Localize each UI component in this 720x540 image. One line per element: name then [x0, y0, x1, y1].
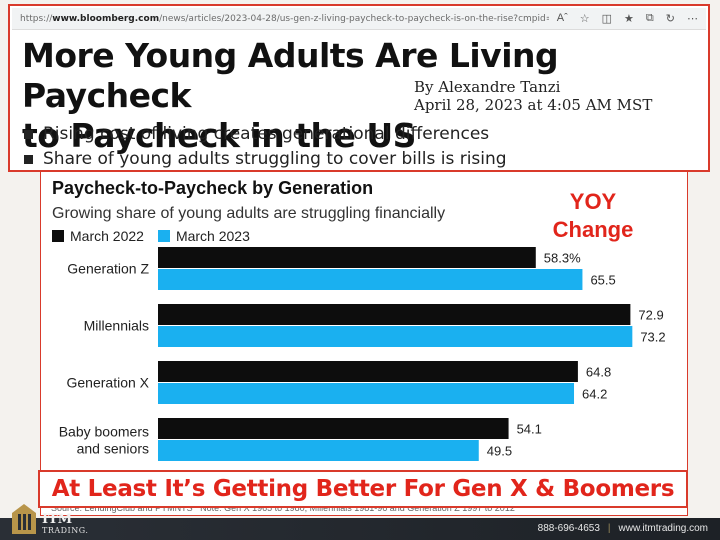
bar-baby-boomers-and-seniors-march-2023 — [158, 440, 479, 461]
chart-legend: March 2022 March 2023 — [52, 228, 250, 244]
data-label: 73.2 — [640, 330, 665, 345]
article-byline: By Alexandre Tanzi April 28, 2023 at 4:0… — [414, 78, 652, 114]
browser-address-bar[interactable]: https://www.bloomberg.com/news/articles/… — [12, 8, 706, 30]
bar-millennials-march-2022 — [158, 304, 631, 325]
bullet-square-icon — [24, 130, 33, 139]
category-label: Generation Z — [67, 261, 149, 277]
itm-trading-logo: ITM TRADING. — [12, 504, 102, 540]
category-label: and seniors — [77, 441, 149, 457]
data-label: 64.8 — [586, 365, 611, 380]
legend-swatch-march-2023 — [157, 230, 170, 242]
split-screen-icon[interactable]: ◫ — [601, 13, 613, 25]
author-name[interactable]: By Alexandre Tanzi — [414, 78, 561, 96]
read-aloud-icon[interactable]: Aˆ — [556, 12, 568, 24]
legend-swatch-march-2022 — [52, 230, 64, 242]
bar-millennials-march-2023 — [158, 326, 633, 347]
bar-generation-z-march-2022 — [158, 247, 536, 268]
collections-icon[interactable]: ⧉ — [645, 12, 654, 24]
annotation-banner: At Least It’s Getting Better For Gen X &… — [38, 470, 688, 508]
bar-chart-plot: 58.3% 65.5 Generation Z 72.9 73.2 Millennials… — [59, 247, 666, 461]
chart-card: Paycheck-to-Paycheck by Generation Growi… — [40, 172, 688, 516]
chart-source-note: Source: LendingClub and PYMNTS Note: Gen… — [51, 503, 515, 513]
footer-website[interactable]: www.itmtrading.com — [618, 523, 708, 534]
footer-phone[interactable]: 888-696-4653 — [537, 523, 600, 534]
page-footer: 888-696-4653 | www.itmtrading.com — [0, 518, 720, 540]
favorite-star-icon[interactable]: ☆ — [579, 13, 590, 25]
data-label: 64.2 — [582, 387, 607, 402]
bar-baby-boomers-and-seniors-march-2022 — [158, 418, 509, 439]
column-logo-icon — [12, 504, 36, 534]
data-label: 65.5 — [590, 273, 615, 288]
chart-subtitle: Growing share of young adults are strugg… — [52, 205, 446, 222]
url-text[interactable]: https://www.bloomberg.com/news/articles/… — [20, 13, 549, 24]
data-label: 54.1 — [517, 422, 542, 437]
bar-generation-x-march-2022 — [158, 361, 578, 382]
category-label: Millennials — [84, 318, 149, 334]
data-label: 58.3% — [544, 251, 581, 266]
category-label: Baby boomers — [59, 424, 149, 440]
article-headline: More Young Adults Are Living Paycheck to… — [22, 36, 559, 155]
bullet-item: Rising cost of living creates generation… — [24, 122, 507, 147]
bullet-item: Share of young adults struggling to cove… — [24, 147, 507, 172]
article-bullets: Rising cost of living creates generation… — [24, 122, 507, 172]
footer-separator: | — [607, 523, 611, 534]
data-label: 72.9 — [638, 308, 663, 323]
data-label: 49.5 — [487, 444, 512, 459]
category-label: Generation X — [67, 375, 150, 391]
bar-generation-z-march-2023 — [158, 269, 583, 290]
yoy-change-annotation: YOY Change — [552, 189, 634, 242]
favorites-list-icon[interactable]: ★ — [624, 13, 634, 25]
banner-text: At Least It’s Getting Better For Gen X &… — [51, 476, 675, 502]
chart-title: Paycheck-to-Paycheck by Generation — [52, 178, 374, 198]
publish-date: April 28, 2023 at 4:05 AM MST — [414, 96, 653, 114]
refresh-icon[interactable]: ↻ — [665, 13, 675, 25]
legend-item-march-2023: March 2023 — [157, 228, 250, 244]
article-card: https://www.bloomberg.com/news/articles/… — [8, 4, 710, 172]
extension-icon[interactable]: ⋯ — [687, 13, 698, 25]
bullet-square-icon — [24, 155, 33, 164]
bar-generation-x-march-2023 — [158, 383, 575, 404]
legend-item-march-2022: March 2022 — [52, 228, 144, 244]
